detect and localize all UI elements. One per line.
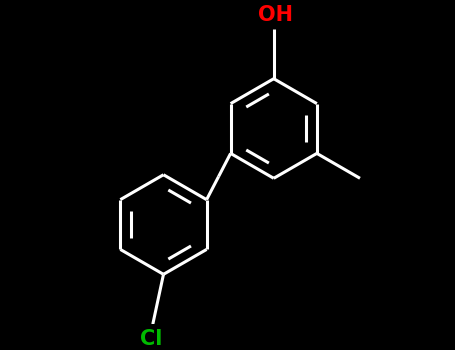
Text: OH: OH [258, 5, 293, 25]
Text: Cl: Cl [140, 329, 162, 349]
